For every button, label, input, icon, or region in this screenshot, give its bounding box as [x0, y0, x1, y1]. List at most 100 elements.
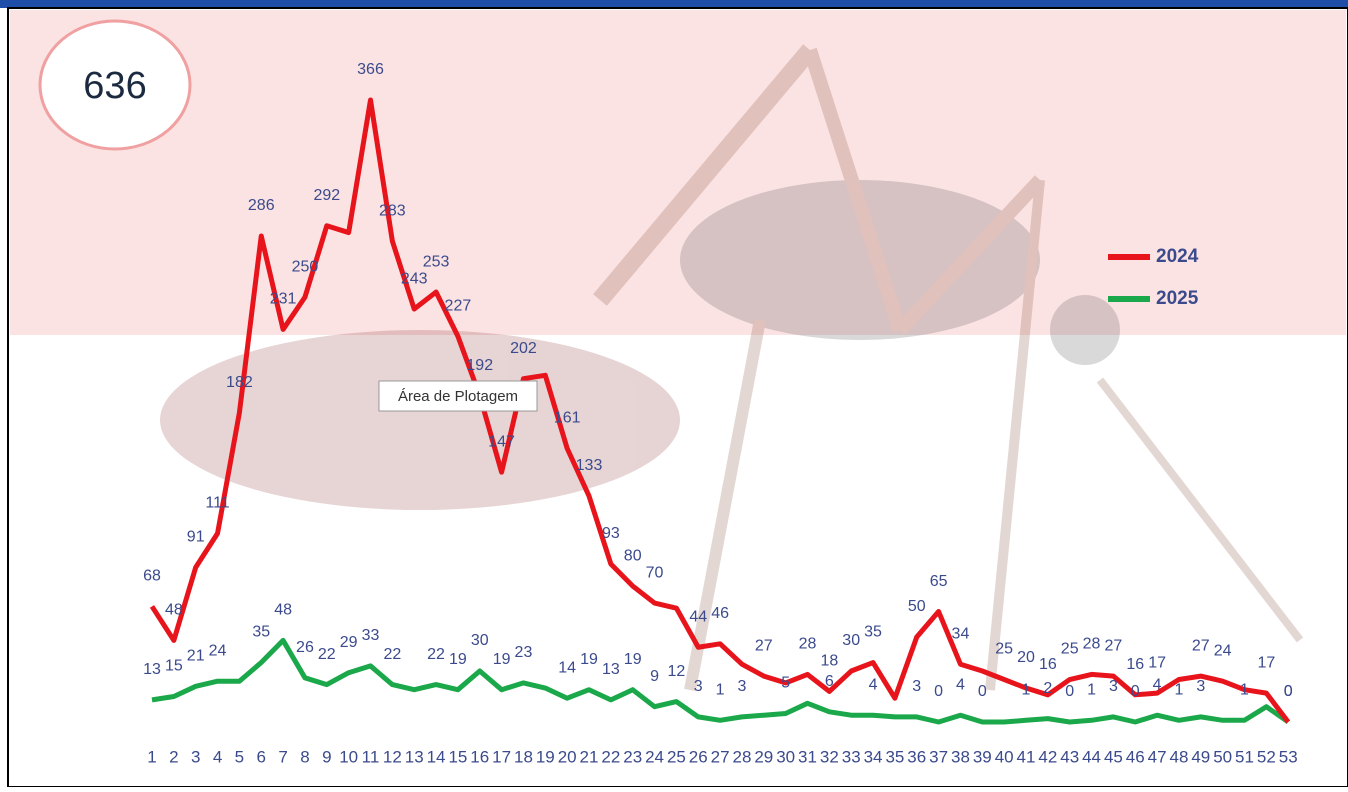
data-label: 111: [205, 495, 229, 512]
mosquito-decoration: [160, 44, 1304, 692]
x-tick-label: 53: [1279, 747, 1298, 766]
x-tick-label: 11: [362, 747, 380, 766]
data-label: 34: [952, 625, 970, 642]
x-tick-label: 44: [1082, 747, 1101, 766]
data-label: 80: [624, 547, 642, 564]
x-tick-label: 22: [601, 747, 620, 766]
x-tick-label: 3: [191, 747, 200, 766]
data-label: 17: [1257, 654, 1275, 671]
data-label: 68: [143, 568, 161, 585]
x-tick-label: 21: [580, 747, 599, 766]
data-label: 12: [668, 663, 686, 680]
data-label: 65: [930, 573, 948, 590]
data-label: 22: [318, 646, 336, 663]
x-tick-label: 17: [492, 747, 511, 766]
data-label: 286: [248, 197, 275, 214]
data-label: 161: [554, 410, 581, 427]
data-label: 33: [362, 627, 380, 644]
data-label: 0: [1131, 683, 1140, 700]
data-label: 0: [1065, 683, 1074, 700]
data-label: 9: [650, 668, 659, 685]
data-label: 243: [401, 270, 428, 287]
x-tick-label: 18: [514, 747, 533, 766]
data-label: 147: [488, 433, 515, 450]
data-label: 22: [383, 646, 401, 663]
data-label: 202: [510, 340, 537, 357]
data-label: 29: [340, 634, 358, 651]
x-tick-label: 15: [448, 747, 467, 766]
data-label: 30: [842, 632, 860, 649]
x-tick-label: 39: [973, 747, 992, 766]
data-label: 0: [1284, 683, 1293, 700]
data-label: 292: [313, 187, 340, 204]
data-label: 227: [445, 297, 472, 314]
data-label: 182: [226, 374, 253, 391]
x-tick-label: 32: [820, 747, 839, 766]
data-label: 6: [825, 673, 834, 690]
x-tick-label: 24: [645, 747, 664, 766]
x-tick-label: 40: [995, 747, 1014, 766]
top-bar: [0, 0, 1348, 8]
tooltip: [378, 380, 538, 412]
data-label: 3: [737, 678, 746, 695]
x-tick-label: 13: [405, 747, 424, 766]
data-label: 19: [493, 651, 511, 668]
data-label: 93: [602, 525, 620, 542]
x-tick-label: 14: [427, 747, 446, 766]
data-label: 35: [864, 624, 882, 641]
x-tick-label: 20: [558, 747, 577, 766]
data-label: 15: [165, 658, 183, 675]
x-tick-label: 51: [1235, 747, 1254, 766]
x-tick-label: 38: [951, 747, 970, 766]
data-label: 1: [1087, 682, 1096, 699]
x-tick-label: 1: [147, 747, 156, 766]
data-label: 1: [1022, 682, 1031, 699]
data-label: 250: [292, 258, 319, 275]
data-label: 13: [602, 661, 620, 678]
data-label: 0: [934, 683, 943, 700]
series-line: [151, 637, 1290, 725]
data-label: 5: [781, 675, 790, 692]
data-label: 18: [820, 653, 838, 670]
x-tick-label: 52: [1257, 747, 1276, 766]
data-label: 24: [1214, 642, 1232, 659]
data-label: 253: [423, 253, 450, 270]
legend-label: 2024: [1156, 246, 1199, 267]
data-label: 133: [576, 457, 603, 474]
x-tick-label: 26: [689, 747, 708, 766]
data-label: 26: [296, 639, 314, 656]
data-label: 19: [580, 651, 598, 668]
data-label: 22: [427, 646, 445, 663]
data-label: 0: [1284, 683, 1293, 700]
data-label: 1: [1174, 682, 1183, 699]
data-label: 21: [187, 648, 205, 665]
x-tick-label: 46: [1126, 747, 1145, 766]
counter-circle: [38, 19, 192, 151]
x-tick-label: 50: [1213, 747, 1232, 766]
x-tick-label: 2: [169, 747, 178, 766]
data-label: 35: [252, 624, 270, 641]
counter: 636: [83, 65, 146, 107]
x-tick-label: 19: [536, 747, 555, 766]
data-label: 20: [1017, 649, 1035, 666]
data-label: 3: [1196, 678, 1205, 695]
x-tick-label: 5: [235, 747, 244, 766]
x-tick-label: 49: [1191, 747, 1210, 766]
data-label: 1: [716, 682, 725, 699]
x-tick-label: 30: [776, 747, 795, 766]
data-label: 19: [624, 651, 642, 668]
x-tick-label: 23: [623, 747, 642, 766]
data-label: 14: [558, 659, 576, 676]
tooltip-text: Área de Plotagem: [398, 388, 518, 405]
x-tick-label: 27: [711, 747, 730, 766]
legend-label: 2025: [1156, 288, 1199, 309]
x-tick-label: 29: [754, 747, 773, 766]
x-tick-label: 28: [732, 747, 751, 766]
data-label: 28: [1083, 636, 1101, 653]
data-label: 27: [1105, 637, 1123, 654]
data-label: 19: [449, 651, 467, 668]
x-tick-label: 42: [1038, 747, 1057, 766]
data-label: 17: [1148, 654, 1166, 671]
